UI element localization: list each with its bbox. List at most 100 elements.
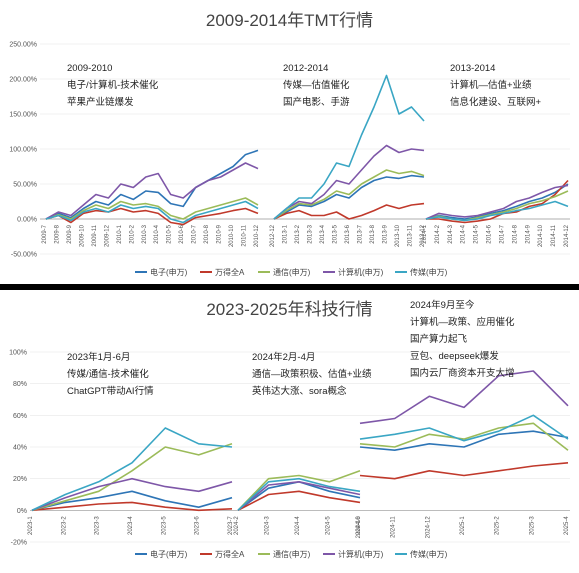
series-line-4	[45, 162, 259, 220]
chart-title: 2009-2014年TMT行情	[206, 11, 373, 30]
x-tick-label: 2013-8	[370, 224, 376, 243]
x-tick-label: 2013-5	[333, 224, 339, 243]
annotation-text: 信息化建设、互联网+	[450, 96, 542, 108]
series-line-5	[45, 200, 259, 224]
x-tick-label: 2023-3	[95, 516, 101, 535]
y-tick-label: 100%	[9, 350, 27, 357]
x-tick-label: 2024-2	[234, 516, 240, 535]
series-line-2	[45, 207, 259, 226]
legend-label: 通信(申万)	[273, 267, 311, 277]
x-tick-label: 2013-2	[295, 224, 301, 243]
annotation-text: 国内云厂商资本开支大增	[410, 367, 515, 379]
x-tick-label: 2014-3	[448, 224, 454, 243]
y-tick-label: 20%	[13, 476, 27, 483]
y-tick-label: 250.00%	[9, 42, 37, 49]
annotation-text: 苹果产业链爆发	[67, 96, 134, 108]
annotation-text: 传媒/通信-技术催化	[67, 368, 149, 380]
x-tick-label: 2010-3	[142, 224, 148, 243]
x-tick-label: 2010-8	[204, 224, 210, 243]
x-tick-label: 2014-4	[461, 224, 467, 243]
x-tick-label: 2013-6	[345, 224, 351, 243]
x-tick-label: 2024-4	[295, 516, 301, 535]
x-tick-label: 2014-5	[474, 224, 480, 243]
x-tick-label: 2010-5	[167, 224, 173, 243]
x-tick-label: 2025-1	[460, 516, 466, 535]
x-tick-label: 2010-4	[154, 224, 160, 243]
y-tick-label: 200.00%	[9, 77, 37, 84]
x-tick-label: 2014-12	[564, 224, 570, 247]
y-tick-label: 100.00%	[9, 147, 37, 154]
x-tick-label: 2013-4	[320, 224, 326, 243]
annotation-text: 2024年9月至今	[410, 299, 475, 311]
y-tick-label: 0%	[17, 508, 27, 515]
series-line-5	[425, 200, 569, 222]
x-tick-label: 2024-6	[356, 516, 362, 535]
legend-label: 万得全A	[215, 267, 245, 277]
x-tick-label: 2009-8	[54, 224, 60, 243]
series-line-1	[31, 490, 233, 512]
x-tick-label: 2023-1	[28, 516, 34, 535]
annotation-text: 2023年1月-6月	[67, 351, 130, 363]
x-tick-label: 2025-2	[495, 516, 501, 535]
legend: 电子(申万) 万得全A 通信(申万) 计算机(申万) 传媒(申万)	[135, 549, 448, 559]
x-tick-label: 2024-3	[265, 516, 271, 535]
x-tick-label: 2009-7	[42, 224, 48, 243]
x-tick-label: 2009-9	[67, 224, 73, 243]
x-tick-label: 2013-10	[395, 224, 401, 247]
annotation-text: 国产算力起飞	[410, 333, 468, 345]
annotation-text: 计算机—估值+业绩	[450, 79, 532, 91]
x-tick-label: 2014-11	[551, 224, 557, 246]
series-line-4	[237, 480, 361, 511]
legend-label: 计算机(申万)	[338, 267, 384, 277]
legend-label: 万得全A	[215, 549, 245, 559]
legend-label: 电子(申万)	[150, 549, 188, 559]
legend-label: 传媒(申万)	[410, 549, 448, 559]
annotation-text: 英伟达大涨、sora概念	[252, 385, 347, 397]
series-line-2	[237, 490, 361, 512]
legend-label: 电子(申万)	[150, 267, 188, 277]
x-tick-label: 2013-12	[420, 224, 426, 247]
x-tick-label: 2009-10	[79, 224, 85, 247]
y-tick-label: 0.00%	[17, 217, 37, 224]
x-tick-label: 2024-11	[391, 516, 397, 538]
series-line-1	[273, 174, 425, 220]
x-tick-label: 2014-6	[487, 224, 493, 243]
legend-label: 通信(申万)	[273, 549, 311, 559]
x-tick-label: 2010-11	[242, 224, 248, 246]
y-tick-label: 80%	[13, 381, 27, 388]
chart-title: 2023-2025年科技行情	[206, 300, 372, 319]
annotation-text: 2024年2月-4月	[252, 351, 315, 363]
x-tick-label: 2014-8	[512, 224, 518, 243]
x-tick-label: 2013-9	[383, 224, 389, 243]
x-tick-label: 2009-12	[104, 224, 110, 247]
series-line-3	[359, 422, 569, 451]
series-line-4	[273, 144, 425, 220]
chart-panel-2: 2023-2025年科技行情100%80%60%40%20%0%-20%2023…	[9, 299, 570, 559]
x-tick-label: 2010-6	[179, 224, 185, 243]
x-tick-label: 2023-4	[128, 516, 134, 535]
x-tick-label: 2023-6	[195, 516, 201, 535]
series-line-4	[425, 184, 569, 220]
panel-separator	[0, 284, 579, 290]
x-tick-label: 2009-11	[92, 224, 98, 246]
x-tick-label: 2014-7	[499, 224, 505, 243]
series-line-2	[273, 202, 425, 220]
y-tick-label: -20%	[11, 540, 27, 547]
y-tick-label: 40%	[13, 445, 27, 452]
series-line-2	[31, 501, 233, 512]
series-line-3	[45, 197, 259, 220]
series-line-4	[31, 477, 233, 512]
chart-panel-1: 2009-2014年TMT行情 250.00% 200.00% 150.00% 100.…	[9, 11, 570, 277]
y-tick-label: 150.00%	[9, 112, 37, 119]
x-tick-label: 2010-10	[229, 224, 235, 247]
x-tick-label: 2023-5	[161, 516, 167, 535]
legend: 电子(申万) 万得全A 通信(申万) 计算机(申万) 传媒(申万)	[135, 267, 448, 277]
annotation-text: 豆包、deepseek爆发	[410, 350, 499, 362]
x-tick-label: 2010-7	[192, 224, 198, 243]
y-tick-label: -50.00%	[11, 252, 37, 259]
series-line-5	[31, 427, 233, 512]
x-tick-label: 2024-10	[356, 516, 362, 539]
series-line-3	[237, 470, 361, 511]
